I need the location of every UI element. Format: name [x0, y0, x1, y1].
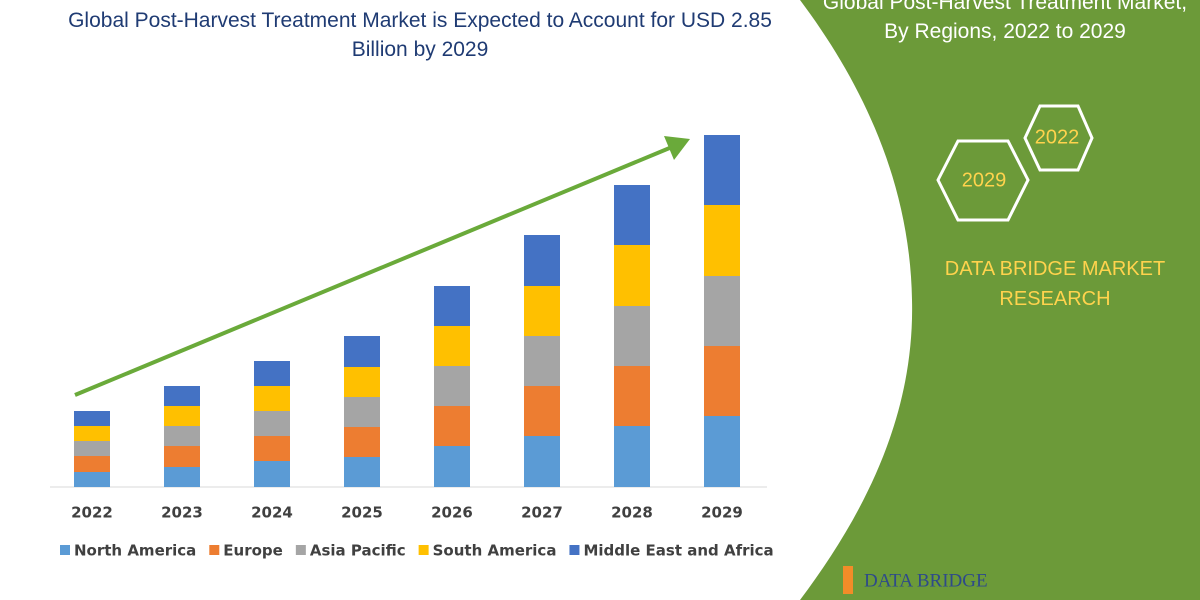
- bar-segment: [614, 306, 650, 366]
- x-tick-label: 2029: [701, 504, 743, 522]
- legend-swatch: [418, 545, 429, 555]
- bar-segment: [74, 441, 110, 456]
- logo-text: DATA BRIDGE: [864, 570, 988, 591]
- bar-segment: [524, 235, 560, 286]
- bar-segment: [614, 366, 650, 426]
- legend-label: Asia Pacific: [310, 542, 406, 560]
- side-panel-bg: [800, 0, 1200, 600]
- bar-segment: [344, 336, 380, 367]
- bar-segment: [704, 205, 740, 276]
- bar-segment: [704, 346, 740, 416]
- x-tick-label: 2024: [251, 504, 293, 522]
- bar-segment: [74, 426, 110, 441]
- bar-segment: [434, 366, 470, 406]
- legend-label: North America: [74, 542, 196, 560]
- x-tick-label: 2025: [341, 504, 383, 522]
- legend-swatch: [569, 545, 580, 555]
- x-tick-label: 2026: [431, 504, 473, 522]
- bar-segment: [704, 276, 740, 346]
- bar-segment: [164, 467, 200, 487]
- bar-segment: [254, 411, 290, 436]
- bar-segment: [704, 416, 740, 487]
- bar-segment: [254, 361, 290, 386]
- bar-segment: [704, 135, 740, 205]
- x-tick-label: 2027: [521, 504, 563, 522]
- bar-segment: [164, 406, 200, 426]
- bar-segment: [344, 427, 380, 457]
- bar-segment: [164, 386, 200, 406]
- bar-segment: [524, 386, 560, 436]
- bar-segment: [254, 436, 290, 461]
- bar-segment: [74, 456, 110, 472]
- legend-swatch: [295, 545, 306, 555]
- trend-arrow-head: [664, 136, 690, 160]
- bar-segment: [614, 426, 650, 487]
- bar-segment: [434, 286, 470, 326]
- chart-title: Global Post-Harvest Treatment Market is …: [68, 9, 772, 61]
- bar-segment: [524, 436, 560, 487]
- badge-label: 2029: [962, 169, 1007, 191]
- logo-mark: [843, 566, 853, 594]
- bar-segment: [254, 386, 290, 411]
- bar-segment: [524, 286, 560, 336]
- bar-segment: [254, 461, 290, 487]
- legend-label: South America: [433, 542, 557, 560]
- bar-segment: [344, 367, 380, 397]
- x-tick-label: 2023: [161, 504, 203, 522]
- bar-segment: [74, 411, 110, 426]
- badge-hexagon: [1023, 104, 1094, 172]
- badge-label: 2022: [1035, 126, 1080, 148]
- bar-segment: [614, 185, 650, 245]
- bar-segment: [434, 326, 470, 366]
- x-tick-label: 2028: [611, 504, 653, 522]
- trend-arrow: [74, 145, 673, 397]
- legend-swatch: [60, 545, 70, 555]
- bar-segment: [164, 426, 200, 446]
- bar-segment: [344, 397, 380, 427]
- badge-hexagon: [936, 139, 1030, 222]
- legend-label: Europe: [223, 542, 283, 560]
- bar-segment: [524, 336, 560, 386]
- x-tick-label: 2022: [71, 504, 113, 522]
- brand: DATA BRIDGE MARKET RESEARCH: [944, 258, 1166, 310]
- legend-label: Middle East and Africa: [583, 542, 773, 560]
- legend-swatch: [209, 545, 220, 555]
- bar-segment: [164, 446, 200, 467]
- side-title: Global Post-Harvest Treatment Market, By…: [822, 0, 1188, 43]
- bar-segment: [434, 406, 470, 446]
- bar-segment: [344, 457, 380, 487]
- bar-segment: [74, 472, 110, 487]
- bar-segment: [614, 245, 650, 306]
- bar-segment: [434, 446, 470, 487]
